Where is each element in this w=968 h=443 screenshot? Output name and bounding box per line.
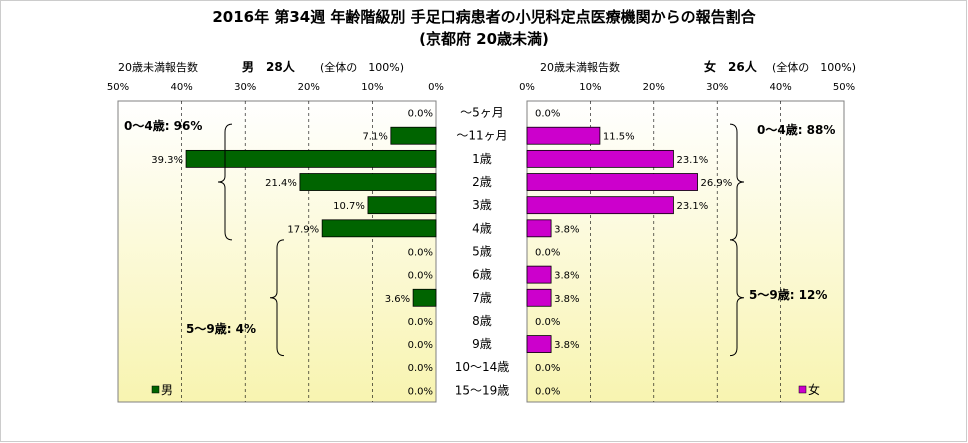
male-legend-swatch — [151, 385, 160, 394]
female-value-label: 3.8% — [554, 340, 579, 351]
male-value-label: 0.0% — [408, 317, 433, 328]
female-value-label: 0.0% — [535, 247, 560, 258]
male-header-total: (全体の 100%) — [320, 60, 404, 74]
female-plot-background — [526, 100, 845, 403]
female-value-label: 3.8% — [554, 294, 579, 305]
male-group-bracket — [269, 239, 285, 357]
female-group-bracket — [729, 239, 745, 357]
category-label: 4歳 — [472, 221, 492, 235]
female-tick-label: 10% — [579, 82, 601, 93]
female-bar — [526, 335, 552, 353]
category-label: 6歳 — [472, 268, 492, 282]
category-label: 10～14歳 — [455, 360, 510, 374]
female-value-label: 3.8% — [554, 271, 579, 282]
female-value-label: 0.0% — [535, 363, 560, 374]
group-brackets: 0～4歳: 96% 5～9歳: 4% 0～4歳: 88% 5～9歳: 12% — [124, 118, 835, 357]
male-value-label: 0.0% — [408, 247, 433, 258]
male-value-label: 0.0% — [408, 271, 433, 282]
male-legend-label: 男 — [161, 383, 173, 397]
female-tick-label: 50% — [833, 82, 855, 93]
female-bar — [526, 288, 552, 307]
female-value-label: 23.1% — [676, 201, 708, 212]
male-value-label: 10.7% — [333, 201, 365, 212]
category-labels: ～5ヶ月 ～11ヶ月 1歳 2歳 3歳 4歳 5歳 6歳 7歳 8歳 9歳 10～14歳 15～19歳 — [455, 106, 510, 398]
female-value-label: 11.5% — [603, 132, 635, 143]
male-bar — [299, 173, 437, 191]
male-bar — [367, 196, 437, 215]
male-tick-label: 20% — [298, 82, 320, 93]
female-group-bracket — [729, 123, 745, 241]
female-header-total: (全体の 100%) — [772, 60, 856, 74]
value-labels: 0.0% 0.0% 7.1% 11.5% 39.3% 23.1% 21.4% 26.9% 10.… — [151, 109, 732, 398]
male-bar — [390, 126, 437, 145]
male-tick-label: 50% — [107, 82, 129, 93]
male-value-label: 0.0% — [408, 340, 433, 351]
male-value-label: 0.0% — [408, 363, 433, 374]
male-group-bracket — [217, 123, 233, 241]
category-label: 1歳 — [472, 152, 492, 166]
male-tick-label: 10% — [361, 82, 383, 93]
male-tick-label: 40% — [170, 82, 192, 93]
male-tick-label: 0% — [428, 82, 444, 93]
female-tick-label: 30% — [706, 82, 728, 93]
chart-title: 2016年 第34週 年齢階級別 手足口病患者の小児科定点医療機関からの報告割合 — [212, 8, 756, 26]
category-label: 9歳 — [472, 337, 492, 351]
category-label: 7歳 — [472, 291, 492, 305]
female-value-label: 0.0% — [535, 317, 560, 328]
female-bar — [526, 196, 674, 215]
female-value-label: 26.9% — [701, 178, 733, 189]
female-value-label: 3.8% — [554, 224, 579, 235]
female-bar — [526, 126, 601, 145]
category-label: 5歳 — [472, 244, 492, 258]
female-tick-label: 0% — [519, 82, 535, 93]
male-bar — [412, 288, 437, 307]
female-legend-swatch — [798, 385, 807, 394]
male-value-label: 3.6% — [385, 294, 410, 305]
male-value-label: 21.4% — [265, 178, 297, 189]
male-tick-label: 30% — [234, 82, 256, 93]
male-bar — [321, 219, 437, 238]
bars — [185, 126, 698, 353]
male-value-label: 39.3% — [151, 155, 183, 166]
category-label: 8歳 — [472, 314, 492, 328]
female-plot-area — [526, 100, 845, 403]
chart-subtitle: (京都府 20歳未満) — [419, 30, 549, 48]
female-value-label: 23.1% — [676, 155, 708, 166]
female-legend-label: 女 — [808, 382, 820, 397]
category-label: ～5ヶ月 — [460, 106, 504, 120]
female-bar — [526, 265, 552, 284]
axis-ticks: 0% 0% 10% 10% 20% 20% 30% 30% 40% 40% 50% 50% — [107, 82, 855, 93]
male-header-count: 男 28人 — [242, 59, 296, 74]
male-value-label: 7.1% — [362, 132, 387, 143]
male-value-label: 0.0% — [408, 109, 433, 120]
male-header-label: 20歳未満報告数 — [118, 61, 198, 74]
female-value-label: 0.0% — [535, 386, 560, 397]
female-group-label: 5～9歳: 12% — [749, 287, 827, 302]
female-tick-label: 40% — [769, 82, 791, 93]
female-bar — [526, 219, 552, 238]
male-group-label: 5～9歳: 4% — [186, 321, 256, 336]
male-bar — [185, 149, 437, 168]
male-value-label: 0.0% — [408, 386, 433, 397]
category-label: ～11ヶ月 — [456, 129, 507, 143]
category-label: 3歳 — [472, 198, 492, 212]
male-value-label: 17.9% — [287, 224, 319, 235]
female-bar — [526, 149, 674, 168]
female-group-label: 0～4歳: 88% — [757, 122, 835, 137]
category-label: 15～19歳 — [455, 383, 510, 397]
category-label: 2歳 — [472, 175, 492, 189]
female-header-count: 女 26人 — [704, 59, 758, 74]
female-header-label: 20歳未満報告数 — [540, 61, 620, 74]
female-value-label: 0.0% — [535, 109, 560, 120]
female-tick-label: 20% — [643, 82, 665, 93]
female-bar — [526, 173, 698, 191]
male-group-label: 0～4歳: 96% — [124, 118, 202, 133]
